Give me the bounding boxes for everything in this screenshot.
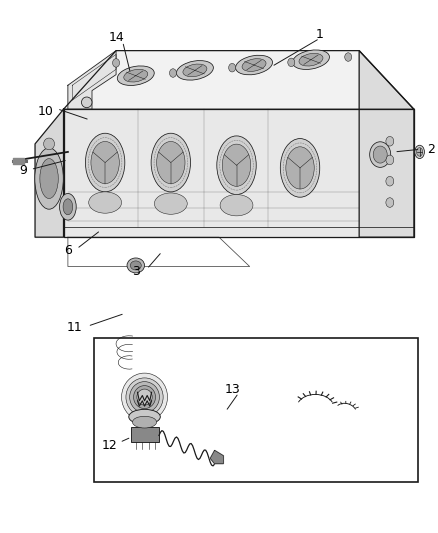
- Text: 3: 3: [132, 265, 140, 278]
- Ellipse shape: [85, 133, 125, 192]
- Ellipse shape: [223, 144, 251, 187]
- Ellipse shape: [286, 147, 314, 189]
- Ellipse shape: [417, 148, 423, 156]
- Ellipse shape: [137, 389, 152, 405]
- Ellipse shape: [293, 50, 329, 69]
- Ellipse shape: [242, 59, 266, 71]
- Circle shape: [288, 58, 295, 67]
- Ellipse shape: [127, 258, 145, 273]
- Circle shape: [229, 63, 236, 72]
- Ellipse shape: [124, 69, 148, 82]
- Ellipse shape: [126, 378, 163, 416]
- Circle shape: [170, 69, 177, 77]
- Text: 11: 11: [67, 321, 82, 334]
- Ellipse shape: [129, 409, 160, 424]
- Ellipse shape: [151, 133, 191, 192]
- Ellipse shape: [299, 53, 323, 66]
- Ellipse shape: [217, 136, 256, 195]
- Circle shape: [386, 136, 394, 146]
- Text: 2: 2: [427, 143, 435, 156]
- Ellipse shape: [88, 192, 121, 213]
- Text: 9: 9: [20, 164, 28, 177]
- Ellipse shape: [40, 159, 58, 199]
- Polygon shape: [359, 51, 414, 237]
- Polygon shape: [64, 109, 414, 237]
- Circle shape: [386, 198, 394, 207]
- Circle shape: [386, 176, 394, 186]
- Ellipse shape: [122, 373, 168, 421]
- Polygon shape: [35, 109, 64, 237]
- Ellipse shape: [415, 145, 424, 159]
- Bar: [131, 427, 159, 442]
- Ellipse shape: [117, 66, 154, 85]
- Ellipse shape: [35, 148, 63, 209]
- Text: 10: 10: [38, 106, 54, 118]
- Ellipse shape: [81, 97, 92, 108]
- Ellipse shape: [60, 193, 76, 220]
- Ellipse shape: [373, 146, 387, 163]
- Circle shape: [113, 59, 120, 67]
- Text: 14: 14: [108, 31, 124, 44]
- Polygon shape: [68, 51, 116, 109]
- Polygon shape: [64, 51, 414, 109]
- Text: 12: 12: [102, 439, 117, 451]
- Bar: [94, 338, 418, 482]
- Ellipse shape: [44, 138, 55, 150]
- Polygon shape: [72, 54, 116, 100]
- Circle shape: [345, 53, 352, 61]
- Polygon shape: [210, 450, 223, 464]
- Ellipse shape: [132, 416, 157, 428]
- Ellipse shape: [91, 141, 119, 184]
- Ellipse shape: [220, 195, 253, 216]
- Ellipse shape: [63, 199, 73, 215]
- Ellipse shape: [130, 382, 159, 413]
- Ellipse shape: [134, 386, 155, 408]
- Ellipse shape: [236, 55, 272, 75]
- Text: 6: 6: [64, 244, 72, 257]
- Ellipse shape: [280, 139, 320, 197]
- Ellipse shape: [157, 141, 185, 184]
- Ellipse shape: [177, 61, 213, 80]
- Ellipse shape: [183, 64, 207, 77]
- Text: 1: 1: [316, 28, 324, 41]
- Text: 13: 13: [224, 383, 240, 395]
- Ellipse shape: [131, 261, 141, 270]
- Circle shape: [386, 155, 394, 165]
- Ellipse shape: [154, 193, 187, 214]
- Ellipse shape: [370, 142, 391, 167]
